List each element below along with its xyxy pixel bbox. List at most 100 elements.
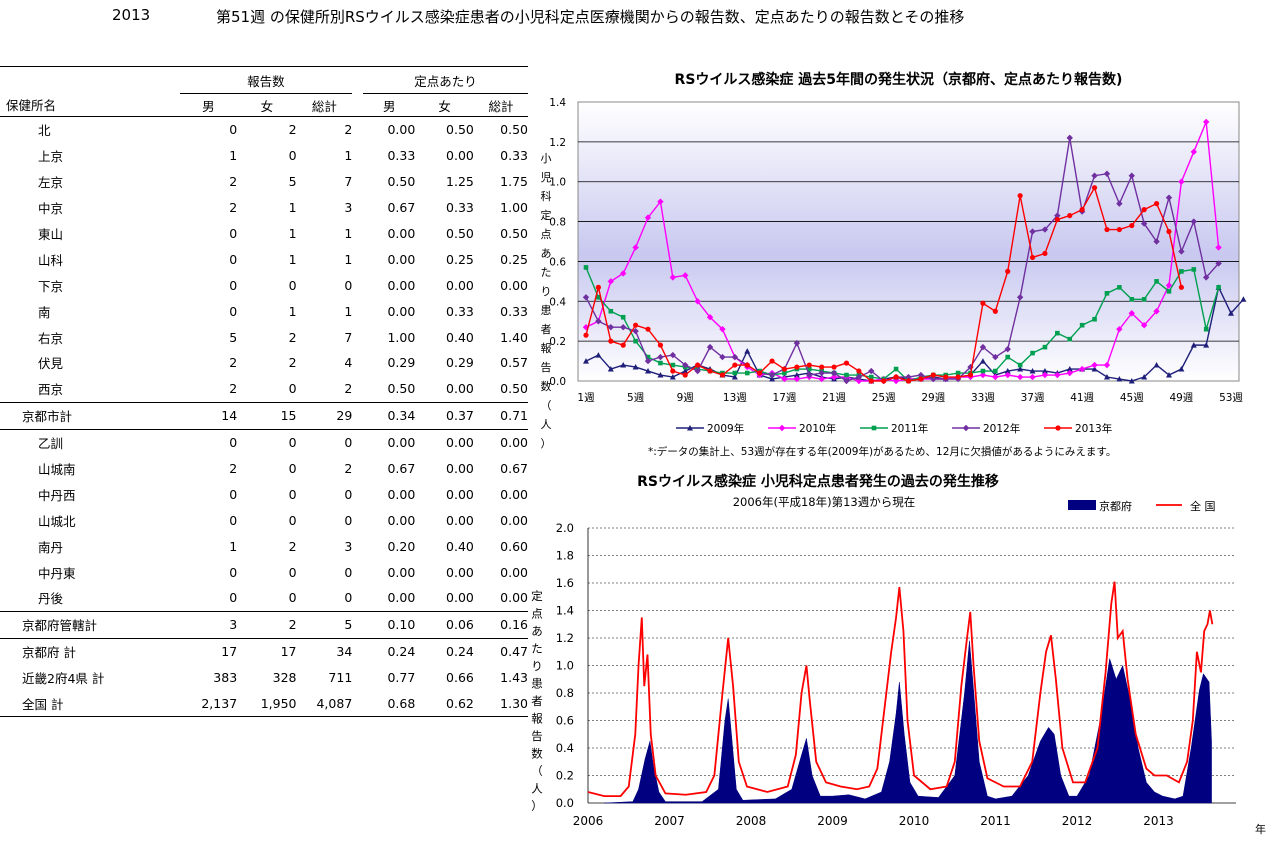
chart2-xtick-label: 2011 — [980, 814, 1011, 828]
chart1-legend-marker — [962, 424, 970, 432]
table-row: 伏見 2 2 4 0.29 0.29 0.57 — [0, 350, 528, 376]
row-value-pt: 0.60 — [500, 538, 528, 554]
chart1-data-point — [1041, 226, 1049, 233]
chart1-data-point — [1103, 374, 1110, 380]
table-row: 南 0 1 1 0.00 0.33 0.33 — [0, 298, 528, 324]
row-value-m: 5 — [229, 329, 238, 345]
chart1-data-point — [918, 376, 924, 382]
col-total-header: 総計 — [296, 93, 353, 117]
table-body: 北 0 2 2 0.00 0.50 0.50 上京 1 0 1 0.33 0.00 0.33 左京 2 5 7 0.… — [0, 117, 528, 718]
chart1-data-point — [1190, 218, 1197, 225]
table-row: 山城北 0 0 0 0.00 0.00 0.00 — [0, 507, 528, 533]
chart1-ytick-label: 0.4 — [549, 296, 566, 308]
chart1-data-point — [1004, 368, 1011, 374]
chart2-xtick-label: 2008 — [736, 814, 767, 828]
chart1-xtick-label: 53週 — [1219, 392, 1243, 404]
row-value-pm: 0.50 — [387, 381, 416, 397]
chart1-ytick-label: 0.2 — [549, 336, 566, 348]
chart1-data-point — [620, 314, 626, 320]
row-value-t: 4,087 — [296, 690, 353, 718]
chart1-data-point — [1166, 289, 1172, 294]
chart2-ytick-label: 0.6 — [556, 714, 574, 728]
row-value-pf: 0.37 — [415, 401, 474, 430]
ylabel-char: 患 — [541, 304, 552, 317]
row-value-m: 2 — [229, 381, 238, 397]
ylabel-char: 定 — [531, 589, 543, 603]
row-value-t: 34 — [296, 637, 353, 665]
chart1-data-point — [1178, 248, 1185, 255]
chart1-data-point — [1190, 148, 1197, 156]
row-name: 左京 — [38, 175, 64, 191]
row-value-pf: 0.00 — [446, 512, 474, 528]
row-value-pt: 0.00 — [500, 590, 528, 606]
row-value-pm: 0.67 — [387, 461, 416, 477]
chart1-data-point — [607, 366, 614, 372]
chart1-data-point — [706, 314, 714, 321]
table-row: 南丹 1 2 3 0.20 0.40 0.60 — [0, 533, 528, 559]
row-value-f: 0 — [288, 277, 297, 293]
chart1-data-point — [794, 364, 800, 370]
chart1-data-point — [1178, 366, 1185, 372]
row-value-f: 0 — [237, 428, 297, 456]
chart1-legend-marker — [871, 425, 877, 431]
chart1-data-point — [1178, 284, 1184, 290]
chart1-data-point — [1165, 282, 1173, 289]
chart2-legend-label-national: 全 国 — [1190, 499, 1216, 513]
chart1-data-point — [1041, 371, 1049, 379]
chart1-data-point — [1055, 330, 1060, 336]
chart1-data-point — [955, 370, 961, 376]
chart1-ytick-label: 1.0 — [549, 177, 566, 189]
chart1-data-point — [682, 372, 688, 378]
chart1-data-point — [1129, 296, 1135, 302]
ylabel-char: 告 — [531, 729, 543, 743]
chart1-data-point — [1178, 178, 1185, 185]
ylabel-char: （ — [541, 399, 552, 412]
row-value-f: 2 — [288, 329, 297, 345]
page-title: 第51週 の保健所別RSウイルス感染症患者の小児科定点医療機関からの報告数、定点… — [216, 8, 965, 26]
chart1-data-point — [596, 295, 601, 300]
row-name: 京都府 計 — [0, 637, 180, 665]
ylabel-char: 定 — [541, 208, 552, 222]
row-value-pm: 0.67 — [387, 200, 416, 216]
chart1-data-point — [1017, 193, 1023, 199]
chart1-data-point — [645, 354, 651, 360]
ylabel-char: あ — [541, 247, 552, 260]
row-value-t: 1 — [344, 226, 353, 241]
row-value-pf: 0.33 — [446, 303, 474, 319]
chart2-ytick-label: 2.0 — [556, 521, 574, 535]
table-row: 北 0 2 2 0.00 0.50 0.50 — [0, 117, 528, 143]
chart1-data-point — [1154, 279, 1159, 284]
table-row: 左京 2 5 7 0.50 1.25 1.75 — [0, 169, 528, 195]
table-group-header: 報告数 定点あたり — [0, 66, 528, 94]
table-column-header: 保健所名 男 女 総計 男 女 総計 — [0, 93, 528, 117]
ylabel-char: 点 — [541, 228, 552, 241]
chart1-data-point — [1016, 373, 1024, 381]
row-name: 南 — [38, 304, 51, 320]
row-value-pf: 0.00 — [446, 381, 474, 397]
chart1-data-point — [1203, 326, 1209, 332]
chart1-data-point — [1215, 244, 1222, 251]
row-value-f: 0 — [288, 486, 297, 502]
chart1-data-point — [1116, 226, 1122, 233]
chart1-data-point — [1128, 310, 1135, 317]
chart1-data-point — [979, 358, 986, 364]
table-row: 京都府 計 17 17 34 0.24 0.24 0.47 — [0, 637, 528, 665]
row-value-f: 328 — [272, 670, 297, 686]
chart1-data-point — [1103, 361, 1111, 369]
header-year: 2013 — [112, 6, 151, 24]
table-row: 右京 5 2 7 1.00 0.40 1.40 — [0, 324, 528, 350]
row-value-pt: 0.25 — [500, 251, 528, 267]
row-value-pm: 0.10 — [363, 610, 416, 639]
ylabel-char: 科 — [541, 189, 552, 203]
chart1-title: RSウイルス感染症 過去5年間の発生状況（京都府、定点あたり報告数) — [675, 71, 1123, 88]
chart2-ytick-label: 0.8 — [556, 686, 574, 700]
ylabel-char: た — [531, 642, 543, 656]
row-name: 山科 — [38, 252, 64, 268]
row-value-m: 0 — [229, 277, 238, 293]
chart1-data-point — [1216, 285, 1221, 290]
row-value-pm: 0.33 — [387, 148, 416, 164]
chart1-data-point — [583, 265, 589, 270]
chart1-data-point — [893, 366, 899, 372]
row-value-pf: 0.00 — [446, 277, 474, 293]
ylabel-char: り — [531, 659, 543, 673]
